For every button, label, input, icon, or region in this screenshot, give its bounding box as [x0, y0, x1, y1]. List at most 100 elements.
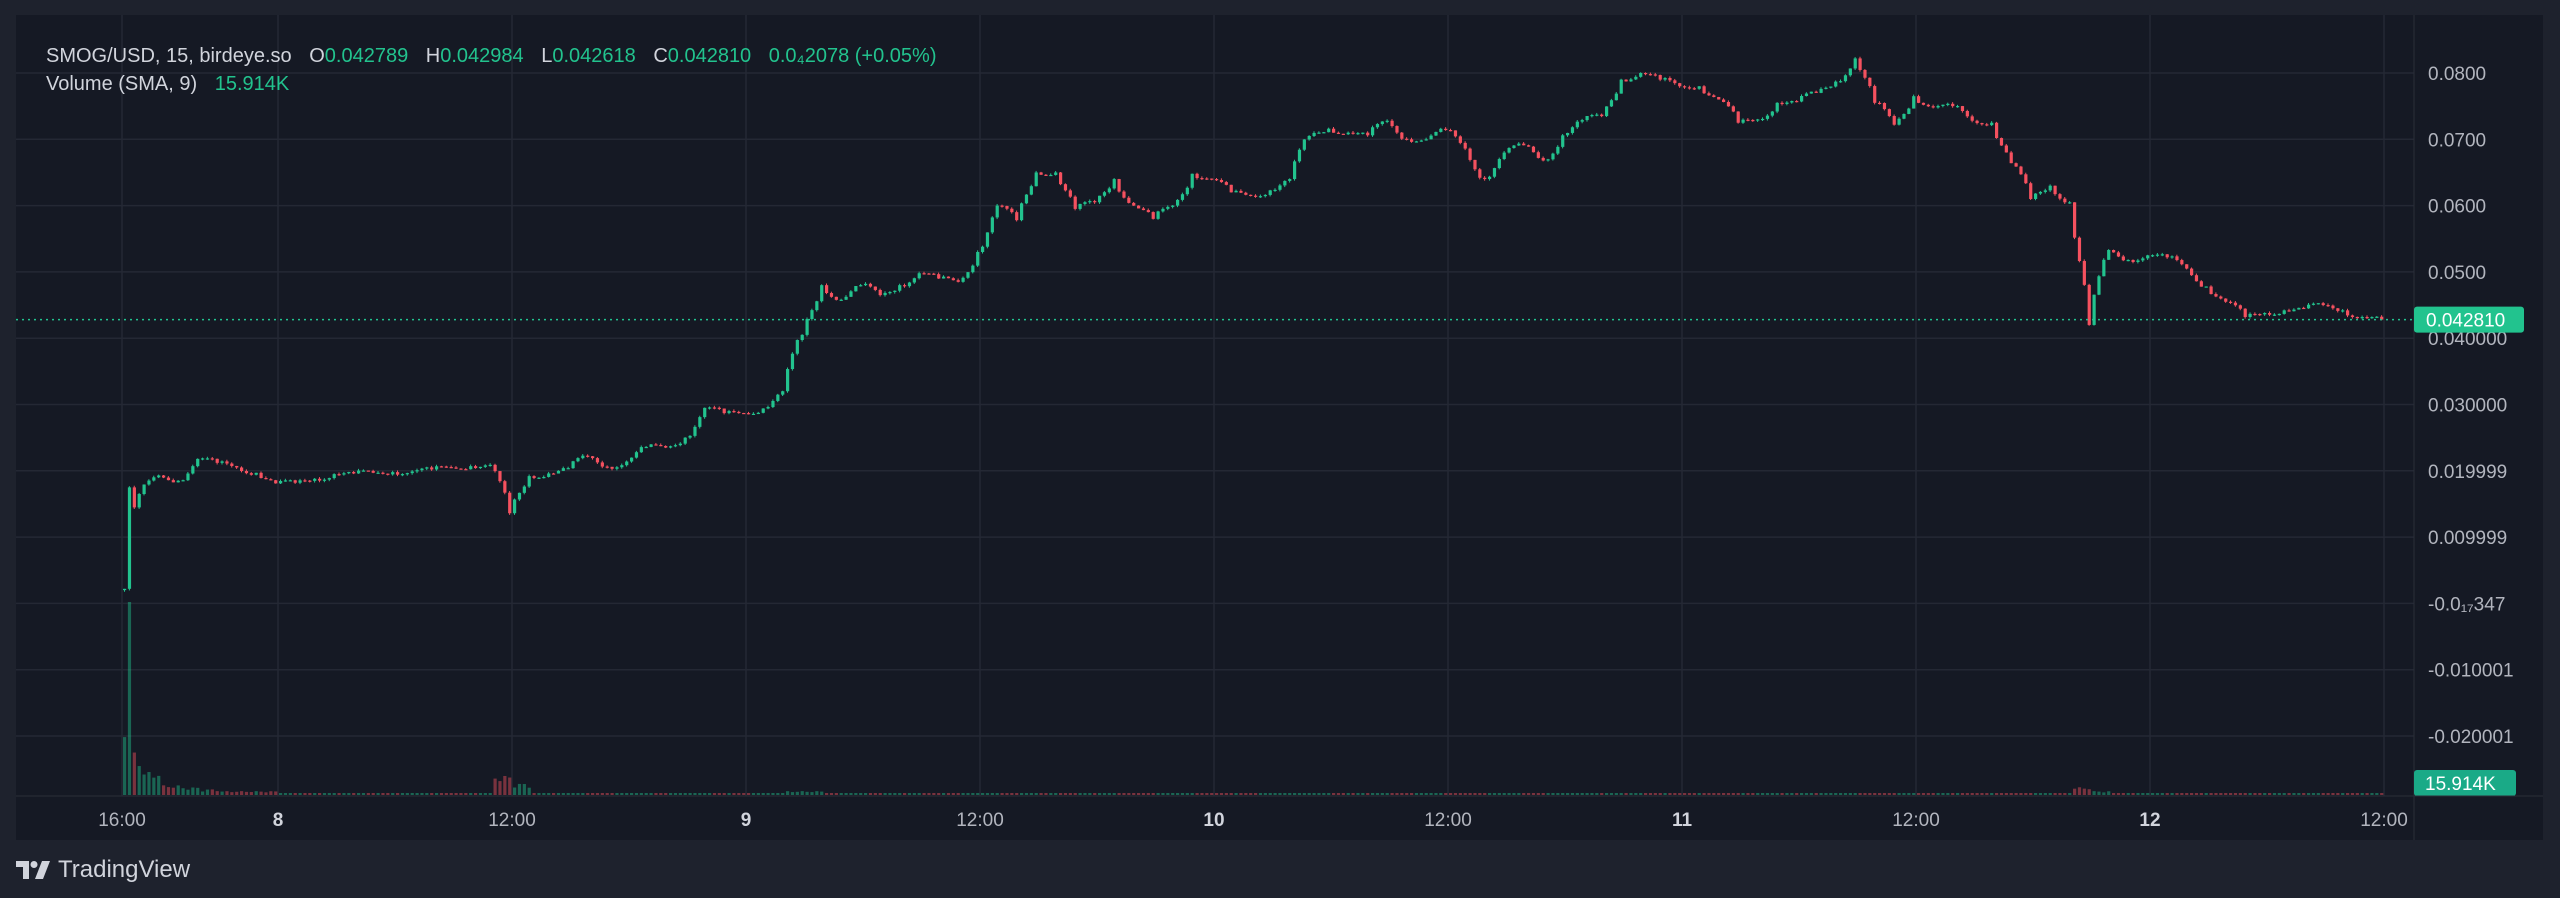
candle: [1566, 132, 1570, 136]
volume-bar: [1263, 793, 1267, 795]
volume-bar: [488, 793, 492, 795]
candle: [279, 480, 283, 484]
candle: [2248, 313, 2252, 317]
candle: [2375, 316, 2379, 318]
candle: [2224, 298, 2228, 302]
volume-bar: [2146, 793, 2150, 795]
candle: [795, 340, 799, 354]
candle: [1219, 179, 1224, 183]
candle: [327, 478, 331, 480]
volume-bar: [2058, 793, 2062, 795]
volume-bar: [1229, 793, 1233, 795]
volume-bar: [142, 774, 146, 795]
volume-bar: [1410, 793, 1414, 795]
volume-bar: [1000, 793, 1004, 795]
candle: [230, 463, 234, 466]
candle: [922, 273, 926, 275]
volume-bar: [1371, 793, 1375, 795]
candle: [1429, 135, 1433, 140]
candle: [1263, 194, 1267, 197]
candle: [1088, 201, 1092, 203]
candle: [254, 472, 258, 475]
candle: [352, 472, 356, 474]
volume-bar: [864, 793, 868, 795]
price-axis[interactable]: [2414, 15, 2543, 840]
volume-bar: [2224, 793, 2228, 795]
candlestick-chart[interactable]: 0.0800 0.0700 0.0600 0.0500 0.040000 0.030000…: [16, 15, 2543, 840]
volume-bar: [264, 792, 268, 795]
candle: [542, 476, 546, 479]
candle: [547, 473, 551, 477]
volume-bar: [1965, 793, 1969, 795]
tradingview-branding[interactable]: TradingView: [16, 856, 190, 884]
candle: [2326, 305, 2330, 307]
volume-bar: [230, 792, 234, 795]
candle: [493, 464, 497, 472]
volume-bar: [556, 793, 561, 795]
candle: [844, 296, 848, 300]
volume-bar: [435, 793, 439, 795]
volume-bar: [137, 766, 141, 795]
candle: [825, 285, 829, 294]
candle: [1624, 79, 1628, 82]
volume-bar: [205, 789, 210, 795]
candle: [1712, 95, 1716, 98]
candle: [1215, 179, 1219, 181]
volume-bar: [2243, 793, 2247, 795]
candle: [2053, 185, 2057, 195]
candle: [1707, 93, 1711, 96]
volume-bar: [1332, 793, 1336, 795]
candle: [907, 282, 912, 287]
candle: [1297, 149, 1302, 162]
volume-bar: [2155, 793, 2160, 795]
volume-bar: [1960, 793, 1965, 795]
candle: [552, 473, 556, 475]
candle: [483, 465, 487, 467]
volume-bar: [922, 793, 926, 795]
candle: [527, 476, 531, 487]
candle: [708, 407, 712, 409]
time-tick-label: 12:00: [488, 810, 536, 831]
candle: [1790, 101, 1794, 103]
candle: [1975, 120, 1979, 124]
volume-bar: [527, 787, 531, 795]
volume-bar: [1678, 793, 1682, 795]
candle: [1634, 76, 1638, 80]
volume-bar: [1068, 793, 1072, 795]
candle: [318, 478, 322, 481]
volume-bar: [1702, 793, 1706, 795]
time-axis[interactable]: 16:00 8 12:00 9 12:00 10 12:00 11 12:00 12 12:00: [98, 810, 2408, 831]
volume-bar: [2253, 793, 2257, 795]
last-price-label: 0.042810: [2426, 311, 2505, 332]
candle: [698, 417, 702, 427]
volume-bar: [1210, 793, 1214, 795]
candle: [1258, 196, 1263, 198]
candle: [2292, 309, 2296, 312]
candle: [1492, 168, 1497, 177]
volume-bar: [1107, 793, 1111, 795]
volume-bar: [566, 793, 570, 795]
volume-bar: [1995, 793, 1999, 795]
chart-pane[interactable]: 0.0800 0.0700 0.0600 0.0500 0.040000 0.030000…: [16, 15, 2543, 840]
candle: [1424, 139, 1428, 141]
candle: [2258, 314, 2262, 316]
candle: [1873, 86, 1877, 103]
candle: [751, 413, 756, 416]
candle: [410, 471, 414, 474]
symbol-title[interactable]: SMOG/USD, 15, birdeye.so: [46, 45, 292, 67]
volume-bar: [1756, 793, 1760, 795]
candle: [1956, 106, 1960, 108]
volume-bar: [132, 752, 136, 795]
volume-bar: [1746, 793, 1750, 795]
volume-bar: [781, 793, 785, 795]
candle: [1765, 115, 1770, 119]
candle: [1556, 146, 1560, 154]
volume-bar: [542, 793, 546, 795]
volume-bar: [1653, 793, 1657, 795]
candle: [288, 480, 292, 482]
volume-indicator-title[interactable]: Volume (SMA, 9): [46, 73, 198, 95]
candle: [834, 296, 838, 300]
volume-bar: [215, 791, 219, 795]
candle: [1322, 132, 1326, 134]
volume-bar: [1775, 793, 1779, 795]
